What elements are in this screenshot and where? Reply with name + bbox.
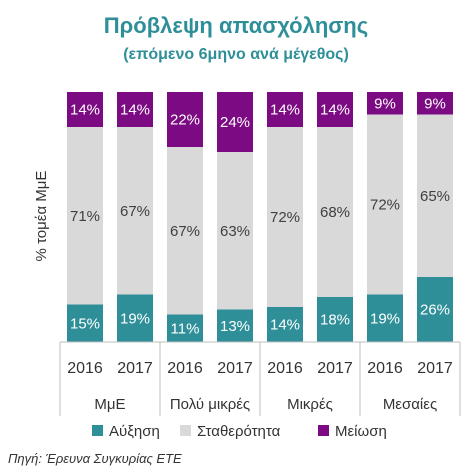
data-label: 67% [170,223,200,240]
y-axis-label: % τομέα ΜμΕ [33,171,50,262]
data-label: 22% [170,112,200,129]
data-label: 19% [120,310,150,327]
data-label: 14% [270,317,300,334]
data-label: 63% [220,223,250,240]
x-tick-label: 2016 [67,360,103,377]
legend-label: Μείωση [335,423,387,440]
data-label: 72% [270,209,300,226]
bar-segment-Σταθερότητα-6 [367,114,403,295]
x-tick-label: 2016 [167,360,203,377]
bar-segment-Μείωση-0 [67,92,103,127]
legend-swatch [318,425,329,436]
bar-segment-Μείωση-6 [367,92,403,115]
bar-segment-Μείωση-2 [167,92,203,147]
legend-swatch [92,425,103,436]
bar-segment-Σταθερότητα-0 [67,127,103,305]
x-tick-label: 2016 [367,360,403,377]
chart-subtitle: (επόμενο 6μηνο ανά μέγεθος) [123,46,349,63]
bar-segment-Σταθερότητα-3 [217,152,253,310]
x-axis: 2016 2017 2016 2017 2016 2017 2016 2017 ΜμΕ Πολύ … [59,341,461,416]
group-label: ΜμΕ [94,396,125,413]
bar-segment-Μείωση-4 [267,92,303,127]
data-label: 14% [270,102,300,119]
data-label: 26% [420,302,450,319]
x-tick-label: 2017 [217,360,253,377]
x-tick-label: 2017 [317,360,353,377]
data-label: 14% [120,102,150,119]
bar-segment-Μείωση-1 [117,92,153,127]
bar-segment-Αύξηση-5 [317,297,353,342]
data-label: 15% [70,315,100,332]
bar-segment-Αύξηση-4 [267,307,303,342]
data-label: 65% [420,188,450,205]
bar-segment-Σταθερότητα-1 [117,127,153,295]
legend: Αύξηση Σταθερότητα Μείωση [92,423,387,440]
data-label: 71% [70,208,100,225]
source-note: Πηγή: Έρευνα Συγκυρίας ΕΤΕ [8,451,182,466]
data-label: 9% [424,95,446,112]
data-label: 19% [370,310,400,327]
legend-swatch [180,425,191,436]
data-label: 13% [220,318,250,335]
group-label: Μικρές [287,396,333,413]
bar-segment-Αύξηση-6 [367,294,403,342]
data-label: 9% [374,95,396,112]
x-tick-label: 2017 [117,360,153,377]
group-label: Μεσαίες [383,396,437,413]
bar-segment-Αύξηση-3 [217,309,253,342]
bar-segment-Αύξηση-2 [167,314,203,342]
data-label: 24% [220,114,250,131]
bar-segment-Σταθερότητα-2 [167,147,203,315]
bar-segment-Αύξηση-0 [67,304,103,342]
chart-title: Πρόβλεψη απασχόλησης [104,13,368,38]
data-label: 14% [320,102,350,119]
legend-label: Αύξηση [109,423,160,440]
data-label: 14% [70,102,100,119]
x-tick-label: 2017 [417,360,453,377]
data-label: 72% [370,197,400,214]
bar-segment-Μείωση-7 [417,92,453,115]
data-label: 18% [320,312,350,329]
bar-segment-Μείωση-5 [317,92,353,127]
bar-segment-Σταθερότητα-7 [417,114,453,277]
bar-segment-Σταθερότητα-5 [317,127,353,297]
bar-segment-Σταθερότητα-4 [267,127,303,307]
data-label: 68% [320,204,350,221]
bar-segment-Μείωση-3 [217,92,253,152]
group-label: Πολύ μικρές [170,396,250,413]
bars-layer: 15% 71% 14% 19% 67% 14% 11% 67% 22% 13% 63% 24% 14% 7… [67,92,453,342]
bar-segment-Αύξηση-7 [417,277,453,342]
x-tick-label: 2016 [267,360,303,377]
bar-segment-Αύξηση-1 [117,294,153,342]
data-label: 67% [120,203,150,220]
legend-label: Σταθερότητα [197,423,281,440]
data-label: 11% [171,320,200,337]
